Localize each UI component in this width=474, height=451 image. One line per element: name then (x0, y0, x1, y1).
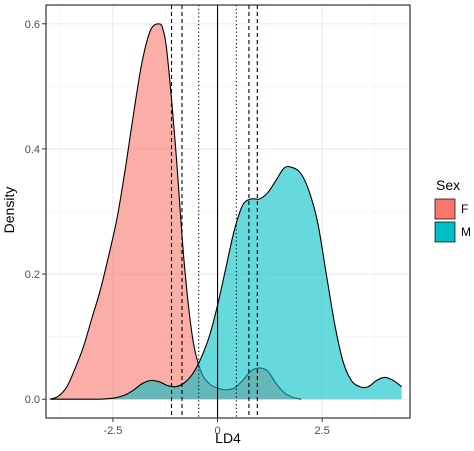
y-tick-label: 0.2 (25, 269, 40, 281)
y-tick-label: 0.4 (25, 144, 40, 156)
density-area-f (50, 23, 302, 400)
legend-key-m (434, 221, 456, 243)
x-axis-ticks: -2.5 0 2.5 (103, 418, 330, 437)
y-axis-ticks: 0.0 0.2 0.4 0.6 (25, 19, 46, 406)
y-tick-label: 0.6 (25, 19, 40, 31)
legend-label-m: M (461, 225, 471, 239)
y-axis-title: Density (1, 187, 17, 234)
plot-panel (45, 4, 411, 419)
density-area-m (50, 166, 402, 400)
y-tick-label: 0.0 (25, 394, 40, 406)
legend-title: Sex (436, 177, 460, 193)
panel-border (45, 4, 411, 419)
x-tick-label: 0 (214, 425, 220, 437)
x-tick-label: 2.5 (314, 425, 329, 437)
legend-label-f: F (461, 202, 468, 216)
x-axis-title: LD4 (215, 430, 241, 446)
legend-key-f (434, 198, 456, 220)
legend: Sex F M (434, 177, 471, 243)
density-line-m (50, 165, 402, 400)
x-tick-label: -2.5 (103, 425, 122, 437)
